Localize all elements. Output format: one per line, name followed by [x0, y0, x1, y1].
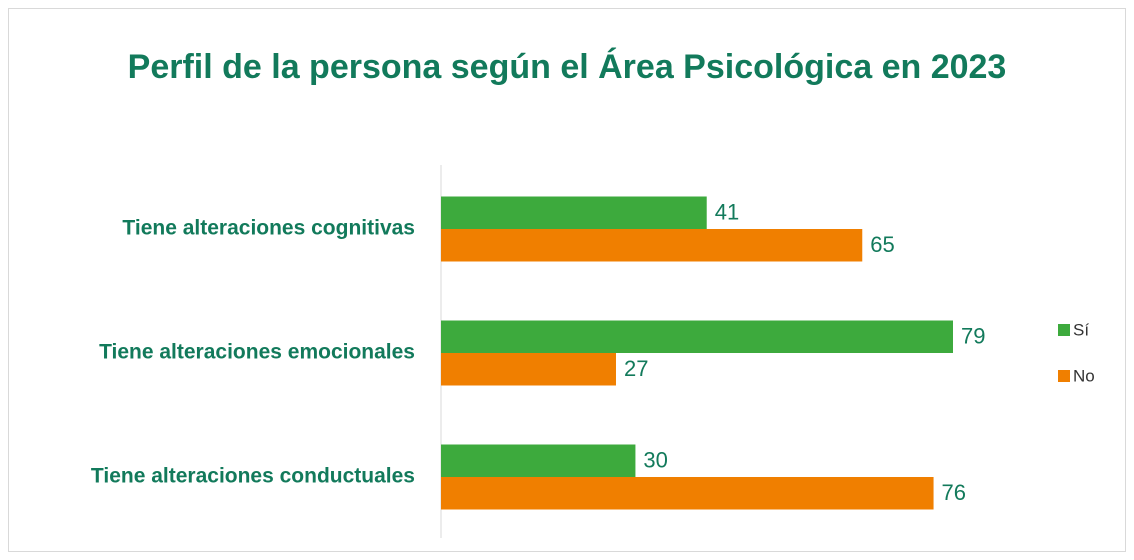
legend-label: Sí — [1073, 320, 1089, 339]
category-label: Tiene alteraciones emocionales — [99, 341, 415, 364]
value-label: 27 — [624, 356, 648, 381]
value-label: 41 — [715, 200, 739, 225]
legend-swatch — [1058, 324, 1070, 336]
bar — [441, 444, 636, 477]
value-label: 79 — [961, 324, 985, 349]
bar — [441, 477, 934, 510]
value-label: 65 — [870, 232, 894, 257]
bar — [441, 320, 953, 353]
legend-label: No — [1073, 366, 1095, 385]
chart-border — [8, 8, 1126, 552]
value-label: 30 — [643, 448, 667, 473]
bar — [441, 353, 616, 386]
value-label: 76 — [942, 480, 966, 505]
category-label: Tiene alteraciones conductuales — [91, 465, 415, 488]
category-label: Tiene alteraciones cognitivas — [122, 217, 415, 240]
bar — [441, 229, 863, 262]
legend-swatch — [1058, 370, 1070, 382]
chart-title: Perfil de la persona según el Área Psico… — [127, 48, 1007, 86]
bar — [441, 196, 707, 229]
